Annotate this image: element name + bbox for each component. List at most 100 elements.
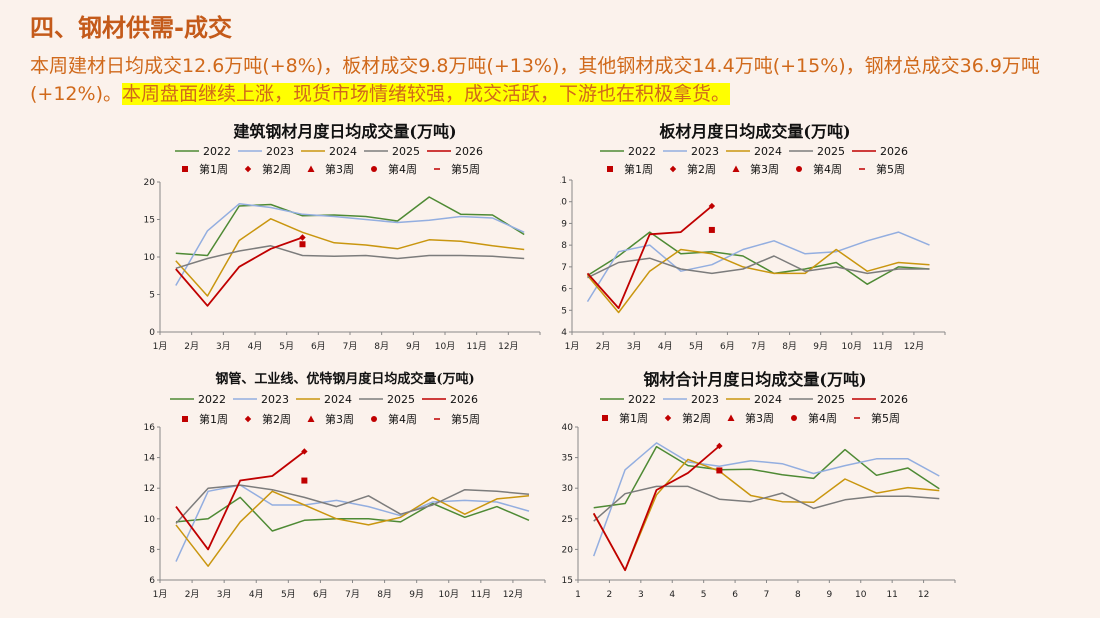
y-tick-label: 9 — [561, 219, 567, 229]
y-tick-label: 25 — [562, 515, 573, 525]
x-tick-label: 8月 — [374, 341, 389, 352]
series-line-2022 — [175, 496, 530, 532]
x-tick-label: 11 — [886, 590, 897, 600]
chart-construction-steel: 建筑钢材月度日均成交量(万吨) 2022 2023 2024 2025 2026 第1周 第2… — [140, 115, 550, 360]
weekly-marker-2 — [708, 202, 716, 210]
x-tick-label: 4月 — [658, 341, 673, 352]
x-tick-label: 3 — [638, 590, 644, 600]
y-tick-label: 5 — [561, 306, 567, 316]
y-tick-label: 35 — [562, 454, 573, 464]
chart-title: 钢材合计月度日均成交量(万吨) — [643, 370, 866, 389]
legend-marker-week-1 — [607, 166, 613, 172]
y-tick-label: 12 — [144, 484, 155, 494]
series-line-2023 — [592, 442, 940, 557]
x-tick-label: 2月 — [184, 341, 199, 352]
x-tick-label: 2月 — [596, 341, 611, 352]
y-tick-label: 16 — [144, 423, 156, 433]
y-tick-label: 8 — [561, 241, 567, 251]
legend-label-2025: 2025 — [817, 393, 845, 406]
x-tick-label: 1 — [575, 590, 581, 600]
x-tick-label: 5 — [701, 590, 707, 600]
weekly-marker-2 — [301, 448, 308, 455]
x-tick-label: 1月 — [565, 341, 580, 352]
legend-label-2026: 2026 — [450, 393, 478, 406]
x-tick-label: 6月 — [311, 341, 326, 352]
y-tick-label: 7 — [561, 263, 567, 273]
chart-svg: 钢管、工业线、优特钢月度日均成交量(万吨) 2022 2023 2024 2025 202… — [144, 371, 546, 600]
x-tick-label: 9月 — [406, 341, 421, 352]
legend-marker-week-3 — [727, 414, 735, 421]
x-tick-label: 3月 — [627, 341, 642, 352]
y-tick-label: 5 — [149, 291, 155, 301]
legend-label-week-1: 第1周 — [199, 162, 228, 176]
legend-marker-week-1 — [602, 415, 608, 421]
series-line-2025 — [587, 255, 930, 279]
legend-label-week-3: 第3周 — [325, 162, 354, 176]
y-tick-label: 40 — [562, 423, 574, 433]
chart-pipe-industrial-steel: 钢管、工业线、优特钢月度日均成交量(万吨) 2022 2023 2024 2025 202… — [140, 365, 560, 615]
x-tick-label: 8月 — [782, 341, 797, 352]
y-tick-label: 10 — [560, 198, 567, 208]
y-tick-label: 6 — [561, 285, 567, 295]
series-line-2024 — [175, 218, 525, 297]
x-tick-label: 9月 — [813, 341, 828, 352]
weekly-marker-1 — [716, 467, 723, 474]
x-tick-label: 12月 — [503, 589, 523, 600]
series-line-2026 — [175, 236, 303, 307]
series-line-2023 — [586, 231, 930, 302]
series-line-2025 — [175, 484, 530, 524]
x-tick-label: 8 — [795, 590, 801, 600]
series-line-2025 — [593, 485, 940, 522]
legend-label-week-3: 第3周 — [325, 412, 354, 426]
legend-label-2022: 2022 — [628, 145, 656, 158]
legend-label-2023: 2023 — [691, 145, 719, 158]
series-line-2026 — [175, 450, 305, 551]
x-tick-label: 6 — [732, 590, 738, 600]
legend-marker-week-4 — [791, 415, 797, 421]
x-tick-label: 4月 — [248, 341, 263, 352]
series-line-2022 — [593, 445, 940, 509]
series-line-2026 — [592, 445, 720, 572]
summary-text: 本周建材日均成交12.6万吨(+8%)，板材成交9.8万吨(+13%)，其他钢材… — [30, 52, 1080, 108]
legend-marker-week-4 — [796, 166, 802, 172]
legend-label-week-5: 第5周 — [451, 412, 480, 426]
legend-label-week-3: 第3周 — [745, 411, 774, 425]
x-tick-label: 7 — [764, 590, 770, 600]
summary-plain: 本周建材日均成交12.6万吨(+8%)，板材成交9.8万吨(+13%)，其他钢材… — [30, 55, 1040, 105]
legend-label-2024: 2024 — [754, 393, 782, 406]
legend-marker-week-3 — [307, 165, 315, 172]
chart-title: 建筑钢材月度日均成交量(万吨) — [233, 122, 456, 141]
series-line-2024 — [175, 490, 530, 567]
series-line-2022 — [175, 196, 525, 257]
chart-plate-steel: 板材月度日均成交量(万吨) 2022 2023 2024 2025 2026 第1周 第2周 第… — [560, 115, 960, 360]
x-tick-label: 9 — [826, 590, 832, 600]
x-tick-label: 5月 — [689, 341, 704, 352]
legend-label-2022: 2022 — [198, 393, 226, 406]
x-tick-label: 11月 — [873, 341, 893, 352]
legend-label-2026: 2026 — [455, 145, 483, 158]
weekly-marker-1 — [301, 477, 308, 484]
x-tick-label: 8月 — [377, 589, 392, 600]
page-title: 四、钢材供需-成交 — [30, 14, 232, 42]
legend-label-week-4: 第4周 — [388, 162, 417, 176]
x-tick-label: 2月 — [185, 589, 200, 600]
legend-label-week-4: 第4周 — [808, 411, 837, 425]
x-tick-label: 5月 — [281, 589, 296, 600]
y-tick-label: 20 — [562, 545, 574, 555]
legend-marker-week-1 — [182, 416, 188, 422]
legend-marker-week-1 — [182, 166, 188, 172]
series-line-2023 — [175, 484, 530, 562]
legend-label-2023: 2023 — [266, 145, 294, 158]
legend-label-2023: 2023 — [691, 393, 719, 406]
y-tick-label: 6 — [149, 576, 155, 586]
legend-label-week-2: 第2周 — [262, 162, 291, 176]
y-tick-label: 20 — [144, 178, 156, 188]
x-tick-label: 10月 — [842, 341, 862, 352]
legend-label-week-1: 第1周 — [619, 411, 648, 425]
legend-marker-week-3 — [307, 415, 315, 422]
legend-label-week-3: 第3周 — [750, 162, 779, 176]
legend-label-week-4: 第4周 — [388, 412, 417, 426]
x-tick-label: 4 — [669, 590, 675, 600]
legend-label-2026: 2026 — [880, 145, 908, 158]
